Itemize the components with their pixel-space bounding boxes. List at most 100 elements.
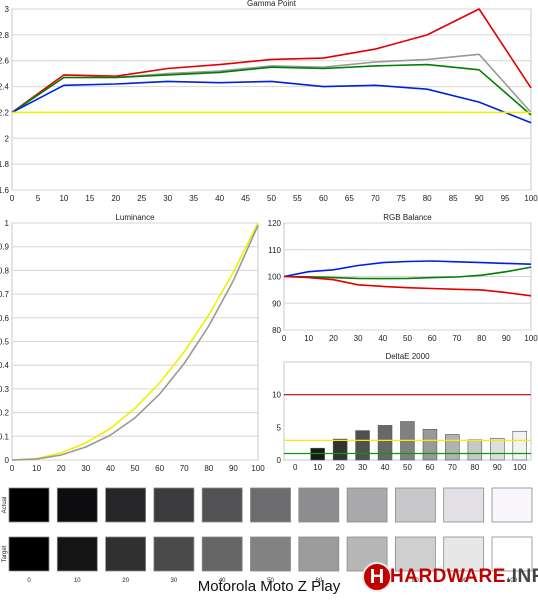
rgb-y-tick-label: 100 — [268, 273, 282, 282]
gamma-x-tick-label: 40 — [215, 194, 224, 203]
gamma-x-tick-label: 95 — [501, 194, 510, 203]
actual-swatch — [346, 487, 388, 523]
swatch-label: 40 — [219, 578, 226, 584]
actual-swatch — [8, 487, 50, 523]
gamma-x-tick-label: 80 — [423, 194, 432, 203]
target-swatch — [250, 536, 291, 572]
gamma-y-tick-label: 2.2 — [0, 108, 10, 117]
rgb-series-line — [283, 275, 532, 297]
swatch-label: 0 — [27, 578, 31, 584]
luminance-x-tick-label: 40 — [106, 464, 115, 473]
luminance-y-tick-label: 0.2 — [0, 409, 10, 418]
swatch-label: 10 — [74, 578, 81, 584]
gamma-x-tick-label: 10 — [59, 194, 68, 203]
gamma-y-tick-label: 3 — [5, 5, 10, 14]
swatch-label: 60 — [315, 578, 322, 584]
luminance-x-tick-label: 10 — [32, 464, 41, 473]
gamma-x-tick-label: 25 — [137, 194, 146, 203]
actual-swatch — [443, 487, 485, 523]
luminance-y-tick-label: 0.9 — [0, 243, 10, 252]
luminance-x-tick-label: 100 — [251, 464, 265, 473]
target-swatch — [56, 536, 98, 572]
gamma-series-line — [11, 80, 532, 124]
deltae-x-tick-label: 10 — [313, 463, 322, 472]
logo-text: HARDWARE.INFO — [390, 566, 538, 588]
logo-icon: H — [362, 562, 392, 592]
deltae-x-tick-label: 90 — [493, 463, 502, 472]
device-title: Motorola Moto Z Play — [197, 578, 341, 595]
deltae-x-tick-label: 30 — [358, 463, 367, 472]
rgb-x-tick-label: 80 — [477, 334, 486, 343]
logo-tld: .INFO — [505, 566, 538, 587]
gamma-x-tick-label: 20 — [111, 194, 120, 203]
gamma-x-tick-label: 60 — [319, 194, 328, 203]
target-swatch — [201, 536, 243, 572]
hardware-info-logo: H HARDWARE.INFO — [362, 562, 538, 594]
deltae-x-tick-label: 20 — [336, 463, 345, 472]
swatch-label: 80 — [412, 578, 419, 584]
target-swatch — [298, 536, 340, 572]
target-swatch — [394, 536, 436, 572]
gamma-y-tick-label: 1.8 — [0, 160, 10, 169]
rgb-series-line — [283, 260, 532, 278]
target-swatch — [491, 536, 533, 572]
deltae-bar — [310, 447, 325, 461]
gamma-y-tick-label: 2.8 — [0, 31, 10, 40]
luminance-x-tick-label: 50 — [131, 464, 140, 473]
luminance-x-tick-label: 60 — [155, 464, 164, 473]
gamma-x-tick-label: 75 — [397, 194, 406, 203]
deltae-y-tick-label: 5 — [277, 423, 282, 432]
logo-brand: HARDWARE — [390, 566, 506, 587]
gamma-x-tick-label: 70 — [371, 194, 380, 203]
luminance-y-tick-label: 0.4 — [0, 361, 10, 370]
luminance-title: Luminance — [115, 213, 155, 222]
deltae-bar — [377, 425, 393, 461]
gamma-plot-area — [11, 8, 532, 191]
actual-swatch — [298, 487, 340, 523]
gamma-x-tick-label: 0 — [10, 194, 15, 203]
gamma-series-line — [11, 8, 532, 114]
actual-swatch — [153, 487, 195, 523]
luminance-x-tick-label: 90 — [229, 464, 238, 473]
rgb-x-tick-label: 30 — [354, 334, 363, 343]
rgb-x-tick-label: 20 — [329, 334, 338, 343]
deltae-x-tick-label: 80 — [470, 463, 479, 472]
gamma-x-tick-label: 30 — [163, 194, 172, 203]
gamma-x-tick-label: 15 — [85, 194, 94, 203]
rgb-x-tick-label: 100 — [524, 334, 538, 343]
swatch-label: 20 — [122, 578, 129, 584]
deltae-x-tick-label: 50 — [403, 463, 412, 472]
luminance-series-line — [11, 225, 259, 461]
gamma-x-tick-label: 45 — [241, 194, 250, 203]
deltae-x-tick-label: 70 — [448, 463, 457, 472]
actual-swatch — [201, 487, 243, 523]
gamma-x-tick-label: 35 — [189, 194, 198, 203]
deltae-bar — [332, 438, 348, 461]
rgb-title: RGB Balance — [383, 213, 432, 222]
actual-swatch — [56, 487, 98, 523]
luminance-x-tick-label: 30 — [81, 464, 90, 473]
deltae-bar — [355, 430, 370, 461]
luminance-x-tick-label: 0 — [10, 464, 15, 473]
actual-swatch — [394, 487, 436, 523]
rgb-x-tick-label: 50 — [403, 334, 412, 343]
gamma-x-tick-label: 50 — [267, 194, 276, 203]
swatch-label: 90 — [460, 578, 467, 584]
luminance-x-tick-label: 70 — [180, 464, 189, 473]
actual-swatch — [491, 487, 533, 523]
rgb-x-tick-label: 60 — [428, 334, 437, 343]
gamma-x-tick-label: 5 — [36, 194, 41, 203]
luminance-series-line — [11, 222, 259, 461]
rgb-x-tick-label: 40 — [378, 334, 387, 343]
target-swatch — [153, 536, 195, 572]
gamma-y-tick-label: 1.6 — [0, 186, 10, 195]
swatch-label: 100 — [507, 578, 518, 584]
swatch-label: 30 — [171, 578, 178, 584]
luminance-x-tick-label: 80 — [204, 464, 213, 473]
gamma-y-tick-label: 2.6 — [0, 57, 10, 66]
luminance-y-tick-label: 1 — [5, 219, 10, 228]
deltae-x-tick-label: 60 — [426, 463, 435, 472]
luminance-y-tick-label: 0.7 — [0, 290, 10, 299]
gamma-x-tick-label: 55 — [293, 194, 302, 203]
